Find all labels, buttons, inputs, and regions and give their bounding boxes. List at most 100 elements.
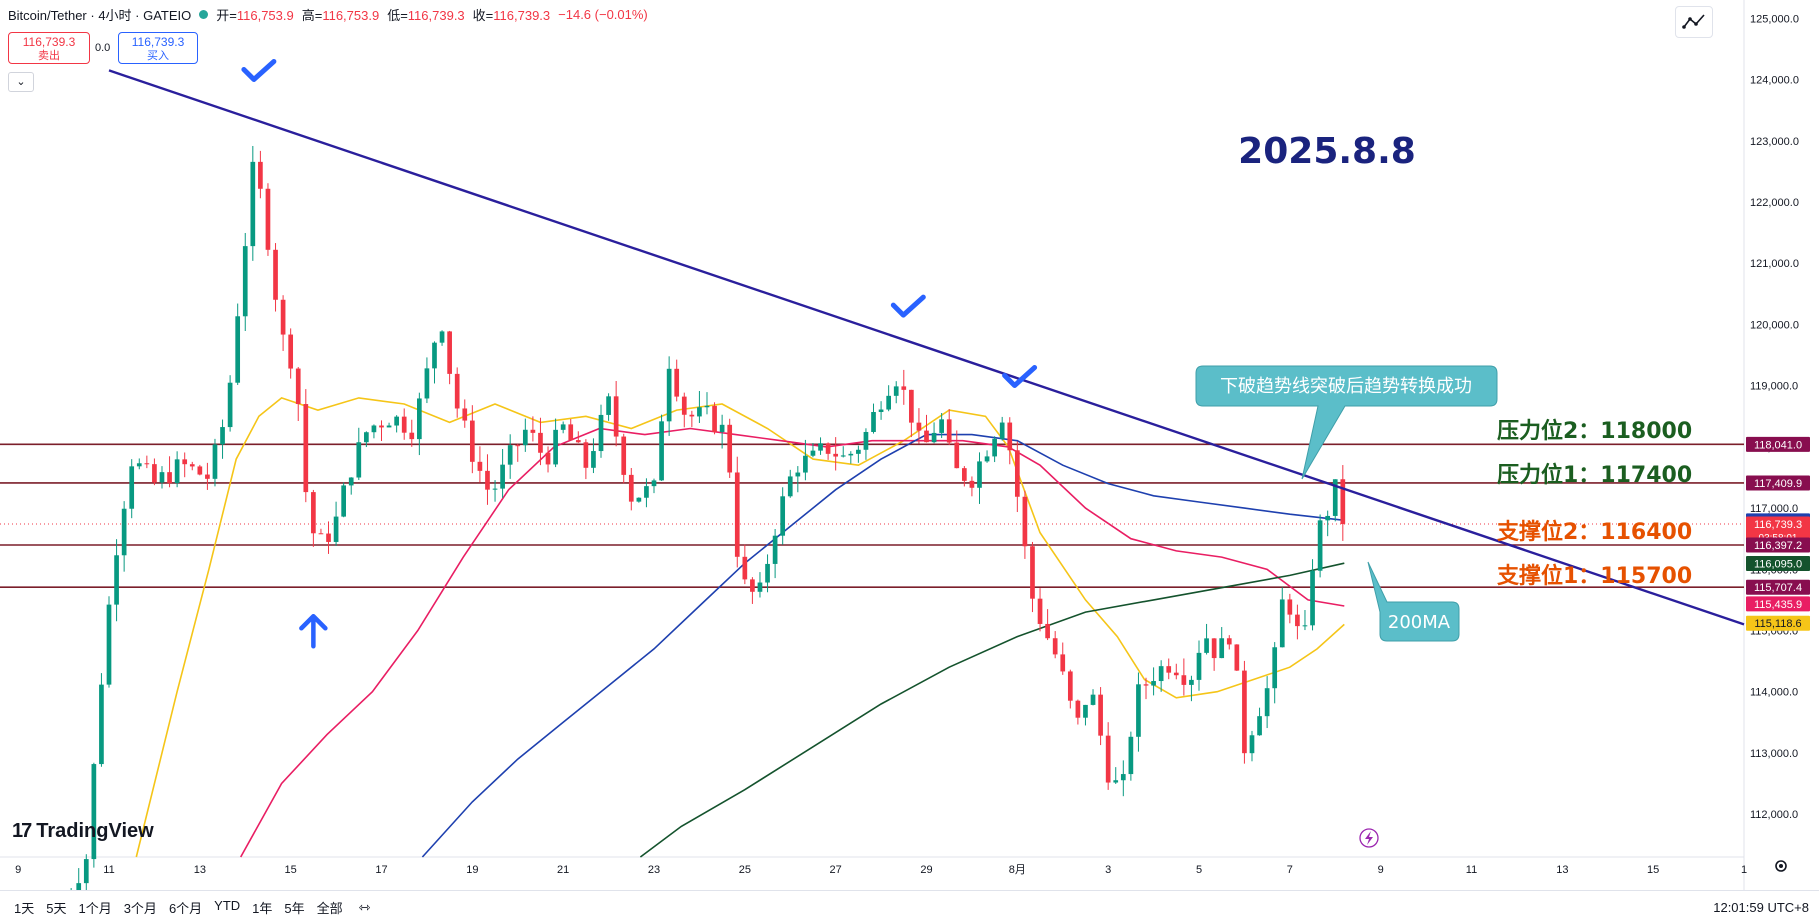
range-button[interactable]: 5年 bbox=[284, 901, 305, 916]
candle-body bbox=[303, 404, 309, 493]
range-button[interactable]: 1年 bbox=[252, 901, 273, 916]
x-tick-label: 1 bbox=[1741, 864, 1747, 876]
trend-tool-icon bbox=[1682, 14, 1705, 29]
range-button[interactable]: YTD bbox=[214, 898, 241, 913]
range-button[interactable]: 3个月 bbox=[123, 901, 157, 916]
candle-body bbox=[946, 419, 952, 443]
y-tick-label: 117,000.0 bbox=[1750, 503, 1798, 515]
candle-body bbox=[121, 508, 127, 556]
candle-body bbox=[727, 424, 733, 473]
candle-body bbox=[1310, 570, 1315, 626]
market-status-icon bbox=[199, 9, 209, 19]
candle-body bbox=[1302, 625, 1308, 627]
chart-tools-button[interactable] bbox=[1675, 6, 1713, 38]
candle-body bbox=[197, 466, 203, 475]
candle-body bbox=[909, 389, 914, 423]
candle-body bbox=[1120, 774, 1126, 781]
y-tick-label: 123,000.0 bbox=[1750, 136, 1799, 148]
lightning-icon[interactable] bbox=[1359, 828, 1379, 848]
candle-body bbox=[1242, 670, 1247, 754]
candle-body bbox=[977, 461, 982, 488]
candle-body bbox=[1166, 666, 1172, 673]
candle-body bbox=[1279, 599, 1285, 648]
checkmark-icon bbox=[241, 58, 277, 82]
candle-body bbox=[734, 472, 740, 557]
tradingview-logo-text: TradingView bbox=[36, 820, 154, 842]
candle-body bbox=[742, 556, 748, 580]
price-tag-label: 116,739.3 bbox=[1754, 519, 1802, 531]
x-tick-label: 9 bbox=[15, 864, 21, 876]
price-chart[interactable]: 112,000.0113,000.0114,000.0115,000.0116,… bbox=[0, 0, 1819, 890]
candle-body bbox=[780, 496, 786, 536]
symbol-title[interactable]: Bitcoin/Tether · 4小时 · GATEIO bbox=[8, 7, 192, 23]
low-value: 116,739.3 bbox=[407, 7, 465, 23]
candle-body bbox=[651, 480, 657, 487]
moving-averages bbox=[135, 397, 1345, 858]
compare-calendar-icon[interactable]: ⇿ bbox=[358, 899, 371, 915]
candle-body bbox=[795, 472, 801, 477]
range-button[interactable]: 5天 bbox=[46, 901, 67, 916]
candle-body bbox=[606, 396, 611, 415]
candle-body bbox=[1272, 647, 1278, 689]
ma-line bbox=[135, 397, 1345, 858]
candle-body bbox=[371, 425, 377, 433]
candle-body bbox=[825, 443, 831, 454]
price-tag-box bbox=[1746, 475, 1810, 491]
candle-body bbox=[341, 485, 346, 517]
candle-body bbox=[174, 459, 180, 484]
tradingview-logo: 17 TradingView bbox=[12, 820, 154, 843]
y-tick-label: 124,000.0 bbox=[1750, 75, 1799, 87]
low-label: 低= bbox=[387, 7, 408, 23]
candle-body bbox=[689, 414, 695, 417]
clock-time: 12:01:59 UTC+8 bbox=[1713, 900, 1809, 915]
candle-body bbox=[863, 431, 869, 450]
range-button[interactable]: 6个月 bbox=[168, 901, 203, 916]
trendline bbox=[108, 69, 1745, 626]
candle-body bbox=[235, 316, 241, 383]
candle-body bbox=[129, 466, 135, 509]
candle-body bbox=[621, 436, 627, 475]
price-tag-label: 115,435.9 bbox=[1754, 599, 1802, 611]
range-button[interactable]: 1天 bbox=[14, 901, 35, 916]
candle-body bbox=[591, 451, 596, 468]
x-tick-label: 3 bbox=[1105, 864, 1111, 876]
candle-body bbox=[212, 444, 218, 479]
candle-body bbox=[924, 430, 929, 443]
candle-body bbox=[1264, 688, 1270, 717]
candle-body bbox=[1128, 736, 1134, 775]
candle-body bbox=[152, 464, 157, 483]
candle-body bbox=[379, 425, 384, 428]
candle-body bbox=[265, 188, 271, 250]
candle-body bbox=[750, 579, 755, 592]
candle-body bbox=[939, 419, 944, 433]
y-tick-label: 122,000.0 bbox=[1750, 197, 1799, 209]
candle-body bbox=[1007, 422, 1013, 451]
candle-body bbox=[1204, 638, 1209, 653]
x-tick-label: 17 bbox=[375, 864, 387, 876]
candle-body bbox=[1030, 546, 1035, 599]
candle-body bbox=[220, 427, 225, 445]
markers bbox=[241, 58, 1038, 649]
x-tick-label: 23 bbox=[648, 864, 660, 876]
range-button[interactable]: 全部 bbox=[316, 901, 343, 916]
x-tick-label: 5 bbox=[1196, 864, 1202, 876]
candle-body bbox=[167, 472, 172, 484]
candle-body bbox=[492, 488, 498, 490]
candle-body bbox=[114, 555, 119, 605]
candle-body bbox=[469, 420, 475, 462]
candle-body bbox=[1173, 672, 1179, 676]
price-tag-box bbox=[1746, 615, 1810, 631]
trend-callout-text: 下破趋势线突破后趋势转换成功 bbox=[1220, 376, 1472, 397]
buy-button[interactable]: 116,739.3 买入 bbox=[118, 32, 198, 64]
gear-icon[interactable] bbox=[1775, 860, 1787, 872]
ma-line bbox=[421, 433, 1345, 858]
sell-button[interactable]: 116,739.3 卖出 bbox=[8, 32, 90, 64]
price-tag-box bbox=[1746, 436, 1810, 452]
collapse-chevron-icon[interactable]: ⌄ bbox=[8, 72, 34, 92]
open-value: 116,753.9 bbox=[236, 7, 294, 23]
range-button[interactable]: 1个月 bbox=[78, 901, 112, 916]
candle-body bbox=[515, 445, 521, 447]
y-tick-label: 125,000.0 bbox=[1750, 13, 1799, 25]
x-tick-label: 21 bbox=[557, 864, 569, 876]
symbol-header: Bitcoin/Tether · 4小时 · GATEIO 开=116,753.… bbox=[8, 4, 648, 24]
